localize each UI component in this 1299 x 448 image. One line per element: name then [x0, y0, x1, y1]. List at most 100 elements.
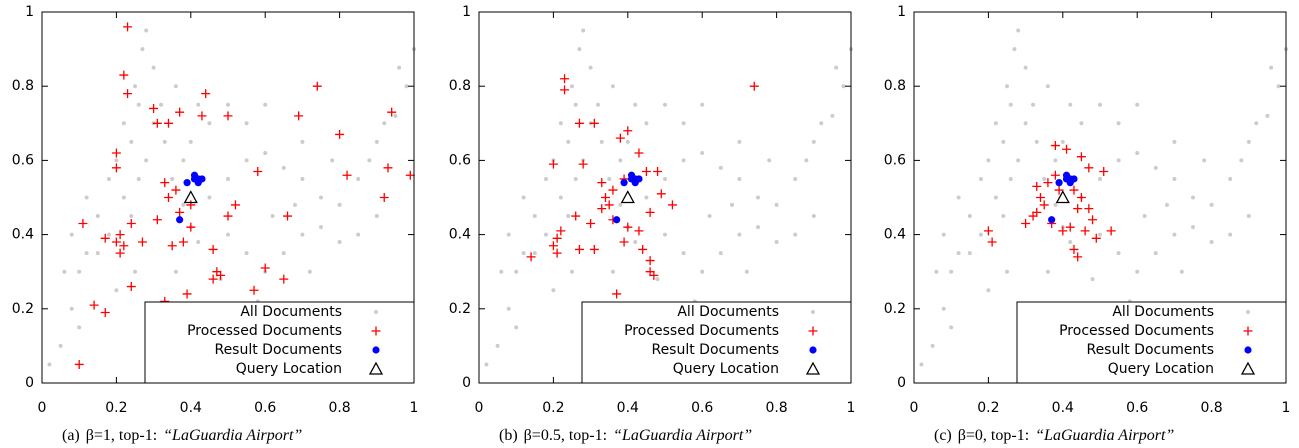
point: [144, 158, 149, 163]
x-tick-label: 0.6: [254, 400, 276, 416]
point: [1265, 113, 1270, 118]
point: [1246, 139, 1251, 144]
y-tick-label: 0.2: [884, 301, 906, 317]
point: [283, 211, 293, 221]
point: [181, 202, 186, 207]
point: [644, 195, 649, 200]
point: [1116, 121, 1121, 126]
point: [106, 176, 111, 181]
point: [978, 176, 983, 181]
point: [1228, 176, 1233, 181]
point: [136, 102, 141, 107]
point: [532, 251, 537, 256]
point: [1028, 211, 1038, 221]
point: [578, 159, 588, 169]
point: [133, 269, 137, 274]
point: [613, 216, 621, 224]
point: [610, 269, 615, 274]
x-tick-label: 0.2: [105, 400, 127, 416]
point: [1209, 202, 1214, 207]
point: [532, 214, 537, 219]
point: [1084, 163, 1094, 173]
point: [307, 269, 312, 274]
point: [1039, 200, 1049, 210]
point: [556, 226, 566, 236]
y-tick-label: 0.2: [449, 301, 471, 317]
point: [543, 176, 548, 181]
point: [171, 185, 181, 195]
point: [1023, 121, 1028, 126]
legend-marker: [808, 326, 818, 336]
y-tick-label: 0.4: [12, 227, 34, 243]
point: [1021, 218, 1031, 228]
point: [1079, 121, 1084, 126]
point: [834, 65, 839, 70]
point: [226, 176, 230, 181]
legend-marker: [1244, 346, 1252, 354]
point: [1116, 251, 1121, 256]
point: [1153, 251, 1158, 256]
point: [387, 107, 397, 117]
caption-part: β=0, top-1:: [958, 427, 1029, 444]
point: [641, 167, 651, 177]
point: [612, 289, 622, 299]
x-tick-label: 0.6: [1126, 400, 1148, 416]
point: [663, 176, 667, 181]
point: [100, 233, 110, 243]
point: [1032, 181, 1042, 191]
point: [811, 139, 816, 144]
point: [1098, 176, 1102, 181]
point: [367, 158, 372, 163]
point: [607, 176, 612, 181]
point: [1065, 222, 1075, 232]
y-tick-label: 0.4: [884, 227, 906, 243]
point: [294, 111, 304, 121]
point: [1045, 269, 1050, 274]
point: [197, 111, 207, 121]
point: [1276, 84, 1281, 89]
x-tick-label: 0.6: [691, 400, 713, 416]
point: [201, 89, 211, 99]
point: [175, 107, 185, 117]
legend-label: All Documents: [1112, 304, 1214, 320]
point: [126, 218, 136, 228]
point: [581, 28, 586, 33]
point: [653, 167, 663, 177]
caption-part: (a): [62, 427, 80, 444]
point: [499, 269, 504, 274]
point: [574, 244, 584, 254]
point: [1172, 176, 1177, 181]
point: [216, 270, 226, 280]
point: [111, 237, 121, 247]
point: [596, 102, 601, 107]
point: [597, 204, 607, 214]
point: [571, 211, 581, 221]
point: [133, 84, 137, 89]
point: [615, 133, 625, 143]
point: [121, 121, 126, 126]
point: [618, 202, 623, 207]
point: [967, 251, 972, 256]
point: [300, 232, 305, 237]
point: [634, 226, 644, 236]
point: [123, 22, 133, 32]
point: [1153, 165, 1158, 170]
point: [74, 359, 84, 369]
point: [1034, 139, 1039, 144]
point: [1060, 139, 1065, 144]
point: [663, 232, 667, 237]
x-tick-label: 1: [1282, 400, 1291, 416]
point: [281, 251, 286, 256]
point: [1053, 202, 1058, 207]
point: [106, 232, 111, 237]
point: [69, 232, 74, 237]
point: [356, 176, 361, 181]
caption-part: “LaGuardia Airport”: [1035, 427, 1174, 444]
point: [244, 251, 249, 256]
x-tick-label: 0.2: [977, 400, 999, 416]
point: [226, 232, 230, 237]
point: [552, 233, 562, 243]
point: [560, 74, 570, 84]
point: [627, 171, 636, 179]
